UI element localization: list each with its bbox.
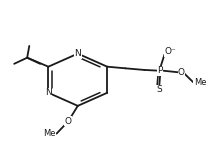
Text: O: O — [178, 68, 185, 77]
Text: P: P — [158, 66, 163, 75]
Text: O: O — [65, 117, 72, 126]
Text: S: S — [156, 85, 162, 94]
Text: O⁻: O⁻ — [164, 47, 176, 56]
Text: N: N — [45, 88, 52, 97]
Text: N: N — [74, 49, 81, 58]
Text: Me: Me — [43, 129, 55, 138]
Text: Me: Me — [194, 78, 206, 87]
